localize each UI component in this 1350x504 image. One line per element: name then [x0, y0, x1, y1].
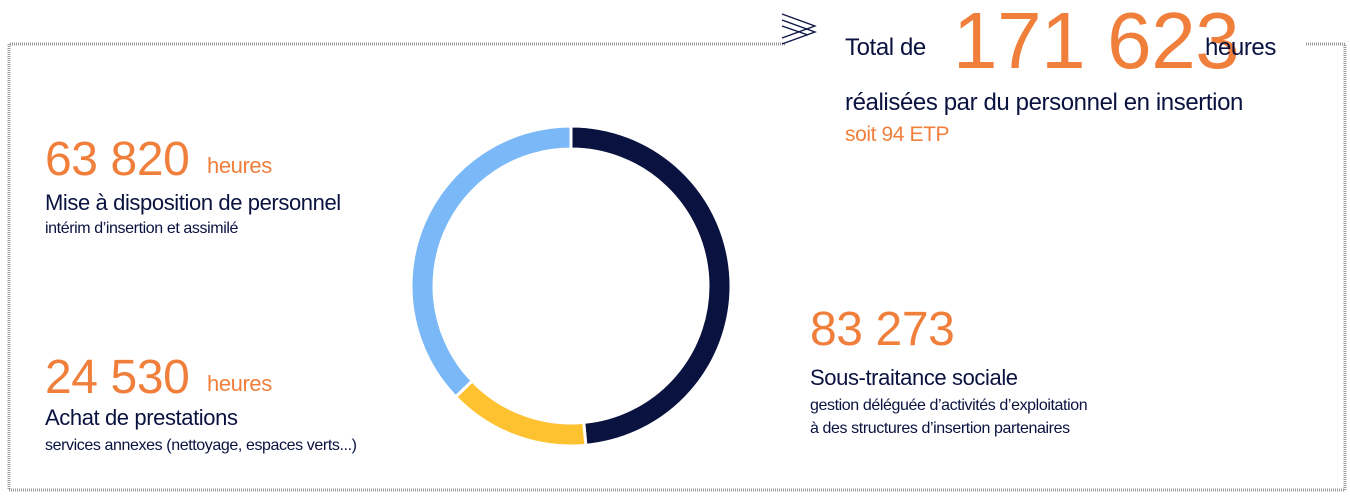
donut-segment	[569, 124, 733, 447]
value-label: 24 530	[45, 351, 189, 404]
total-line: réalisées par du personnel en insertion	[845, 89, 1243, 116]
description: gestion déléguée d’activités d’exploitat…	[810, 397, 1087, 414]
unit-label: heures	[207, 371, 272, 396]
value-label: 83 273	[810, 303, 954, 356]
total-unit: heures	[1205, 34, 1276, 61]
category-label: Achat de prestations	[45, 405, 238, 430]
category-label: Sous-traitance sociale	[810, 365, 1018, 390]
description: intérim d’insertion et assimilé	[45, 220, 239, 237]
value-label: 63 820	[45, 133, 189, 186]
donut-segment	[409, 124, 573, 400]
unit-label: heures	[207, 153, 272, 178]
category-label: Mise à disposition de personnel	[45, 190, 341, 215]
total-prefix: Total de	[845, 34, 926, 61]
total-sub: soit 94 ETP	[845, 123, 949, 146]
description: à des structures d’insertion partenaires	[810, 420, 1070, 437]
donut-segment	[453, 378, 588, 448]
description: services annexes (nettoyage, espaces ver…	[45, 437, 357, 454]
frame	[7, 42, 1347, 492]
chevron-icon	[781, 13, 817, 45]
total-value: 171 623	[953, 0, 1239, 85]
